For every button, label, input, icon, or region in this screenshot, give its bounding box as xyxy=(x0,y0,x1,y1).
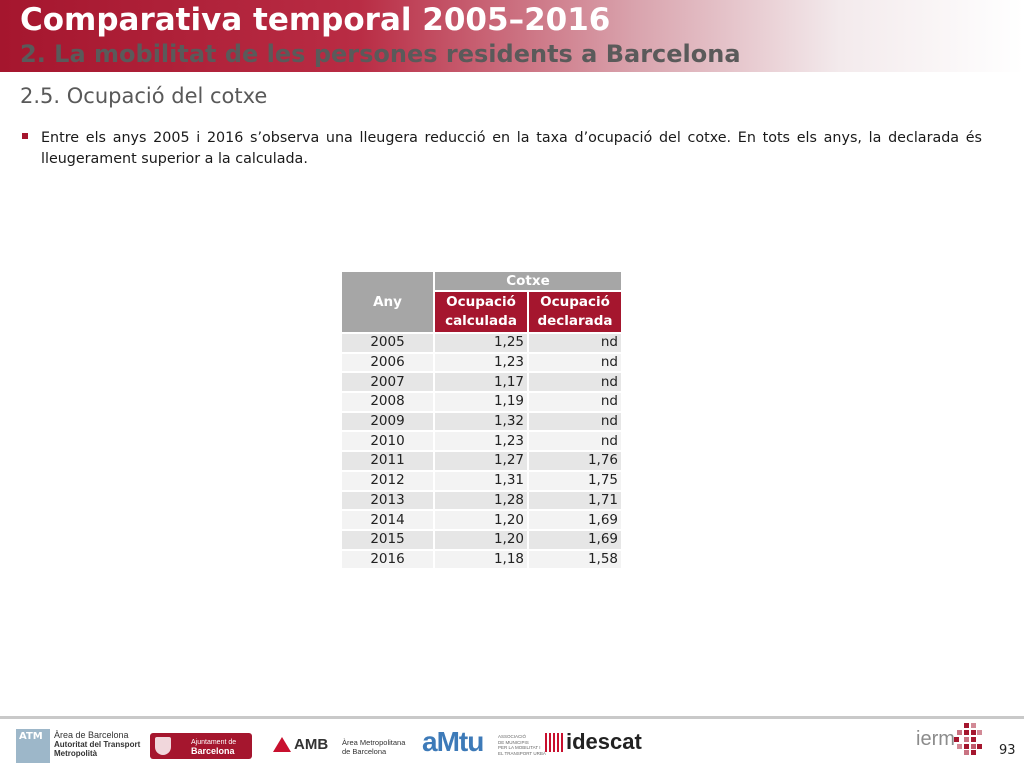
table-row: 2016 1,18 1,58 xyxy=(340,548,623,571)
amtu-line2: DE MUNICIPIS xyxy=(498,739,529,745)
header-ocupacio-declarada-line2: declarada xyxy=(537,313,613,329)
page-title: Comparativa temporal 2005–2016 xyxy=(20,2,611,38)
cell-calculada: 1,19 xyxy=(433,391,529,413)
table-row: 2015 1,20 1,69 xyxy=(340,528,623,551)
cell-declarada: 1,58 xyxy=(527,548,623,571)
cell-year: 2013 xyxy=(340,489,435,512)
cell-declarada: 1,69 xyxy=(527,528,623,551)
cell-year: 2009 xyxy=(340,410,435,433)
header-band xyxy=(0,0,1024,72)
table-row: 2007 1,17 nd xyxy=(340,371,623,394)
cell-calculada: 1,23 xyxy=(433,430,529,453)
bullet-text: Entre els anys 2005 i 2016 s’observa una… xyxy=(41,130,982,167)
bullet-paragraph: Entre els anys 2005 i 2016 s’observa una… xyxy=(20,128,982,170)
cell-calculada: 1,25 xyxy=(433,332,529,354)
cell-declarada: nd xyxy=(527,332,623,354)
cell-year: 2015 xyxy=(340,528,435,551)
ajuntament-line1: Ajuntament de xyxy=(191,739,237,746)
cell-calculada: 1,17 xyxy=(433,371,529,394)
cell-declarada: 1,71 xyxy=(527,489,623,512)
cell-calculada: 1,20 xyxy=(433,509,529,531)
amb-line2: de Barcelona xyxy=(342,747,387,756)
cell-declarada: nd xyxy=(527,371,623,394)
cell-calculada: 1,23 xyxy=(433,351,529,374)
atm-logo-text: Àrea de Barcelona Autoritat del Transpor… xyxy=(54,730,141,759)
ierm-logo: ierm xyxy=(916,728,955,750)
table-row: 2006 1,23 nd xyxy=(340,351,623,374)
header-ocupacio-declarada: Ocupació declarada xyxy=(527,290,623,334)
amb-line1: Àrea Metropolitana xyxy=(342,738,406,747)
table-row: 2011 1,27 1,76 xyxy=(340,450,623,472)
table-row: 2013 1,28 1,71 xyxy=(340,489,623,512)
table-row: 2005 1,25 nd xyxy=(340,332,623,354)
cell-declarada: 1,75 xyxy=(527,469,623,492)
amtu-logo-subtitle: ASSOCIACIÓ DE MUNICIPIS PER LA MOBILITAT… xyxy=(498,734,546,756)
table-row: 2012 1,31 1,75 xyxy=(340,469,623,492)
amtu-line1: ASSOCIACIÓ xyxy=(498,734,527,739)
atm-logo-line1: Àrea de Barcelona xyxy=(54,730,129,740)
header-ocupacio-calculada-line2: calculada xyxy=(445,313,517,329)
bullet-square-icon xyxy=(22,133,28,139)
atm-logo-line3: Metropolità xyxy=(54,749,98,758)
amb-logo-text: AMB xyxy=(294,736,329,753)
cell-declarada: 1,69 xyxy=(527,509,623,531)
cell-calculada: 1,27 xyxy=(433,450,529,472)
cell-year: 2016 xyxy=(340,548,435,571)
atm-logo-mark: ATM xyxy=(19,731,43,742)
amtu-line3: PER LA MOBILITAT I xyxy=(498,745,541,750)
amb-triangle-icon xyxy=(273,737,291,752)
header-ocupacio-calculada: Ocupació calculada xyxy=(433,290,529,334)
cell-declarada: 1,76 xyxy=(527,450,623,472)
cell-calculada: 1,18 xyxy=(433,548,529,571)
cell-declarada: nd xyxy=(527,430,623,453)
table-row: 2010 1,23 nd xyxy=(340,430,623,453)
cell-year: 2008 xyxy=(340,391,435,413)
cell-calculada: 1,31 xyxy=(433,469,529,492)
header-ocupacio-declarada-line1: Ocupació xyxy=(540,294,610,310)
section-title: 2.5. Ocupació del cotxe xyxy=(20,84,268,108)
ajuntament-barcelona-logo: Ajuntament de Barcelona xyxy=(150,733,252,759)
cell-declarada: nd xyxy=(527,351,623,374)
cell-declarada: nd xyxy=(527,391,623,413)
page-number: 93 xyxy=(999,743,1016,758)
header-ocupacio-calculada-line1: Ocupació xyxy=(446,294,516,310)
cell-year: 2006 xyxy=(340,351,435,374)
table-row: 2008 1,19 nd xyxy=(340,391,623,413)
header-cotxe: Cotxe xyxy=(433,270,623,292)
idescat-logo: idescat xyxy=(566,729,642,754)
amb-logo-subtitle: Àrea Metropolitana de Barcelona xyxy=(342,738,405,756)
cell-calculada: 1,20 xyxy=(433,528,529,551)
cell-calculada: 1,32 xyxy=(433,410,529,433)
atm-logo-line2: Autoritat del Transport xyxy=(54,740,141,749)
table-row: 2009 1,32 nd xyxy=(340,410,623,433)
cell-year: 2010 xyxy=(340,430,435,453)
cell-year: 2011 xyxy=(340,450,435,472)
car-occupancy-table: Any Cotxe Ocupació calculada Ocupació de… xyxy=(340,270,623,571)
barcelona-shield-icon xyxy=(155,737,171,755)
cell-year: 2012 xyxy=(340,469,435,492)
idescat-mark-icon xyxy=(545,733,563,752)
cell-calculada: 1,28 xyxy=(433,489,529,512)
ajuntament-line2: Barcelona xyxy=(191,746,235,756)
page-subtitle: 2. La mobilitat de les persones resident… xyxy=(20,40,741,68)
header-any: Any xyxy=(340,270,435,334)
ajuntament-logo-text: Ajuntament de Barcelona xyxy=(191,739,237,756)
cell-year: 2014 xyxy=(340,509,435,531)
table-row: 2014 1,20 1,69 xyxy=(340,509,623,531)
amtu-line4: EL TRANSPORT URBÀ xyxy=(498,750,546,756)
ierm-pixel-icon xyxy=(954,723,982,755)
atm-logo: ATM xyxy=(16,729,50,763)
cell-declarada: nd xyxy=(527,410,623,433)
amtu-logo: aMtu xyxy=(422,726,484,757)
cell-year: 2005 xyxy=(340,332,435,354)
cell-year: 2007 xyxy=(340,371,435,394)
footer-divider xyxy=(0,716,1024,719)
